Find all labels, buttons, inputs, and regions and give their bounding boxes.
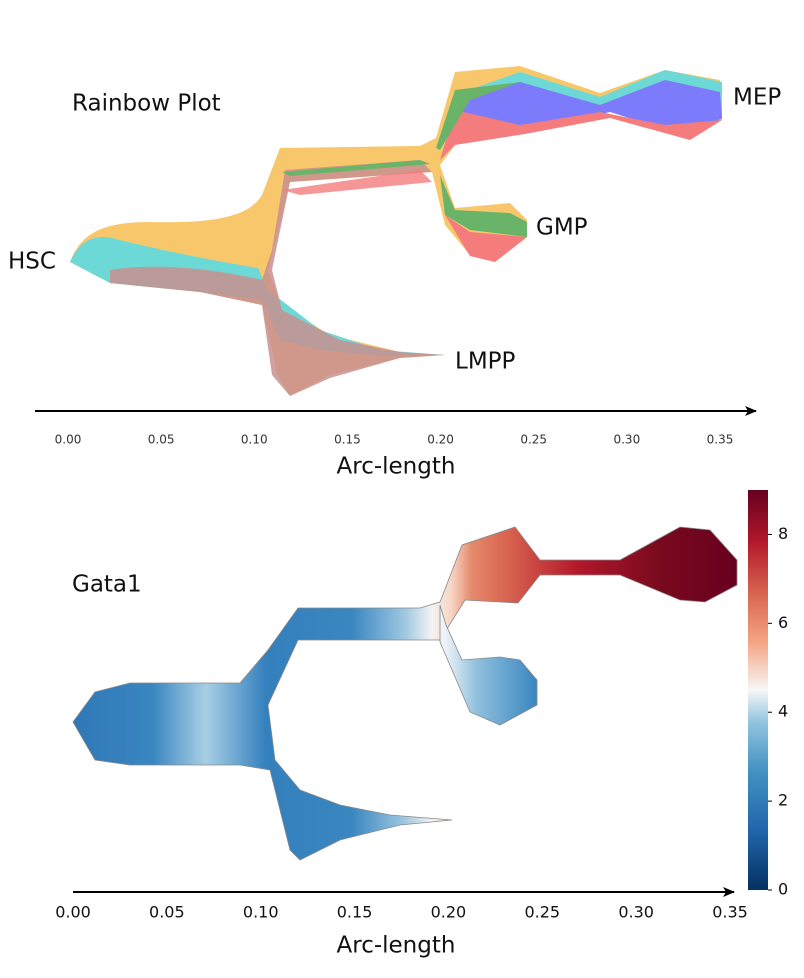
x-tick-label: 0.00 xyxy=(55,903,91,922)
x-tick-label: 0.30 xyxy=(618,903,654,922)
x-axis-label: Arc-length xyxy=(337,454,456,480)
expression-branch xyxy=(439,604,538,726)
colorbar-tick-label: 8 xyxy=(778,524,788,543)
x-tick-label: 0.25 xyxy=(524,903,560,922)
panel-title: Rainbow Plot xyxy=(72,91,221,117)
colorbar-tick-label: 2 xyxy=(778,791,788,810)
x-tick-label: 0.15 xyxy=(334,433,361,447)
colorbar-tick-label: 4 xyxy=(778,702,788,721)
x-tick-label: 0.10 xyxy=(241,433,268,447)
x-tick-label: 0.20 xyxy=(427,433,454,447)
x-tick-label: 0.05 xyxy=(149,903,185,922)
colorbar xyxy=(748,490,768,890)
x-tick-label: 0.00 xyxy=(55,433,82,447)
x-tick-label: 0.35 xyxy=(707,433,734,447)
x-tick-label: 0.20 xyxy=(431,903,467,922)
rainbow-stream xyxy=(70,66,722,396)
x-tick-label: 0.15 xyxy=(337,903,373,922)
branch-label: LMPP xyxy=(455,349,516,375)
colorbar-tick-label: 0 xyxy=(778,880,788,899)
colorbar-tick-label: 6 xyxy=(778,613,788,632)
x-tick-label: 0.30 xyxy=(613,433,640,447)
x-tick-label: 0.35 xyxy=(712,903,748,922)
panel-title: Gata1 xyxy=(72,572,142,598)
expression-stream xyxy=(72,526,738,861)
x-axis-label: Arc-length xyxy=(337,933,456,959)
branch-label: HSC xyxy=(8,249,56,275)
branch-label: GMP xyxy=(536,215,588,241)
x-tick-label: 0.05 xyxy=(148,433,175,447)
x-tick-label: 0.25 xyxy=(520,433,547,447)
x-tick-label: 0.10 xyxy=(243,903,279,922)
branch-label: MEP xyxy=(733,85,781,111)
